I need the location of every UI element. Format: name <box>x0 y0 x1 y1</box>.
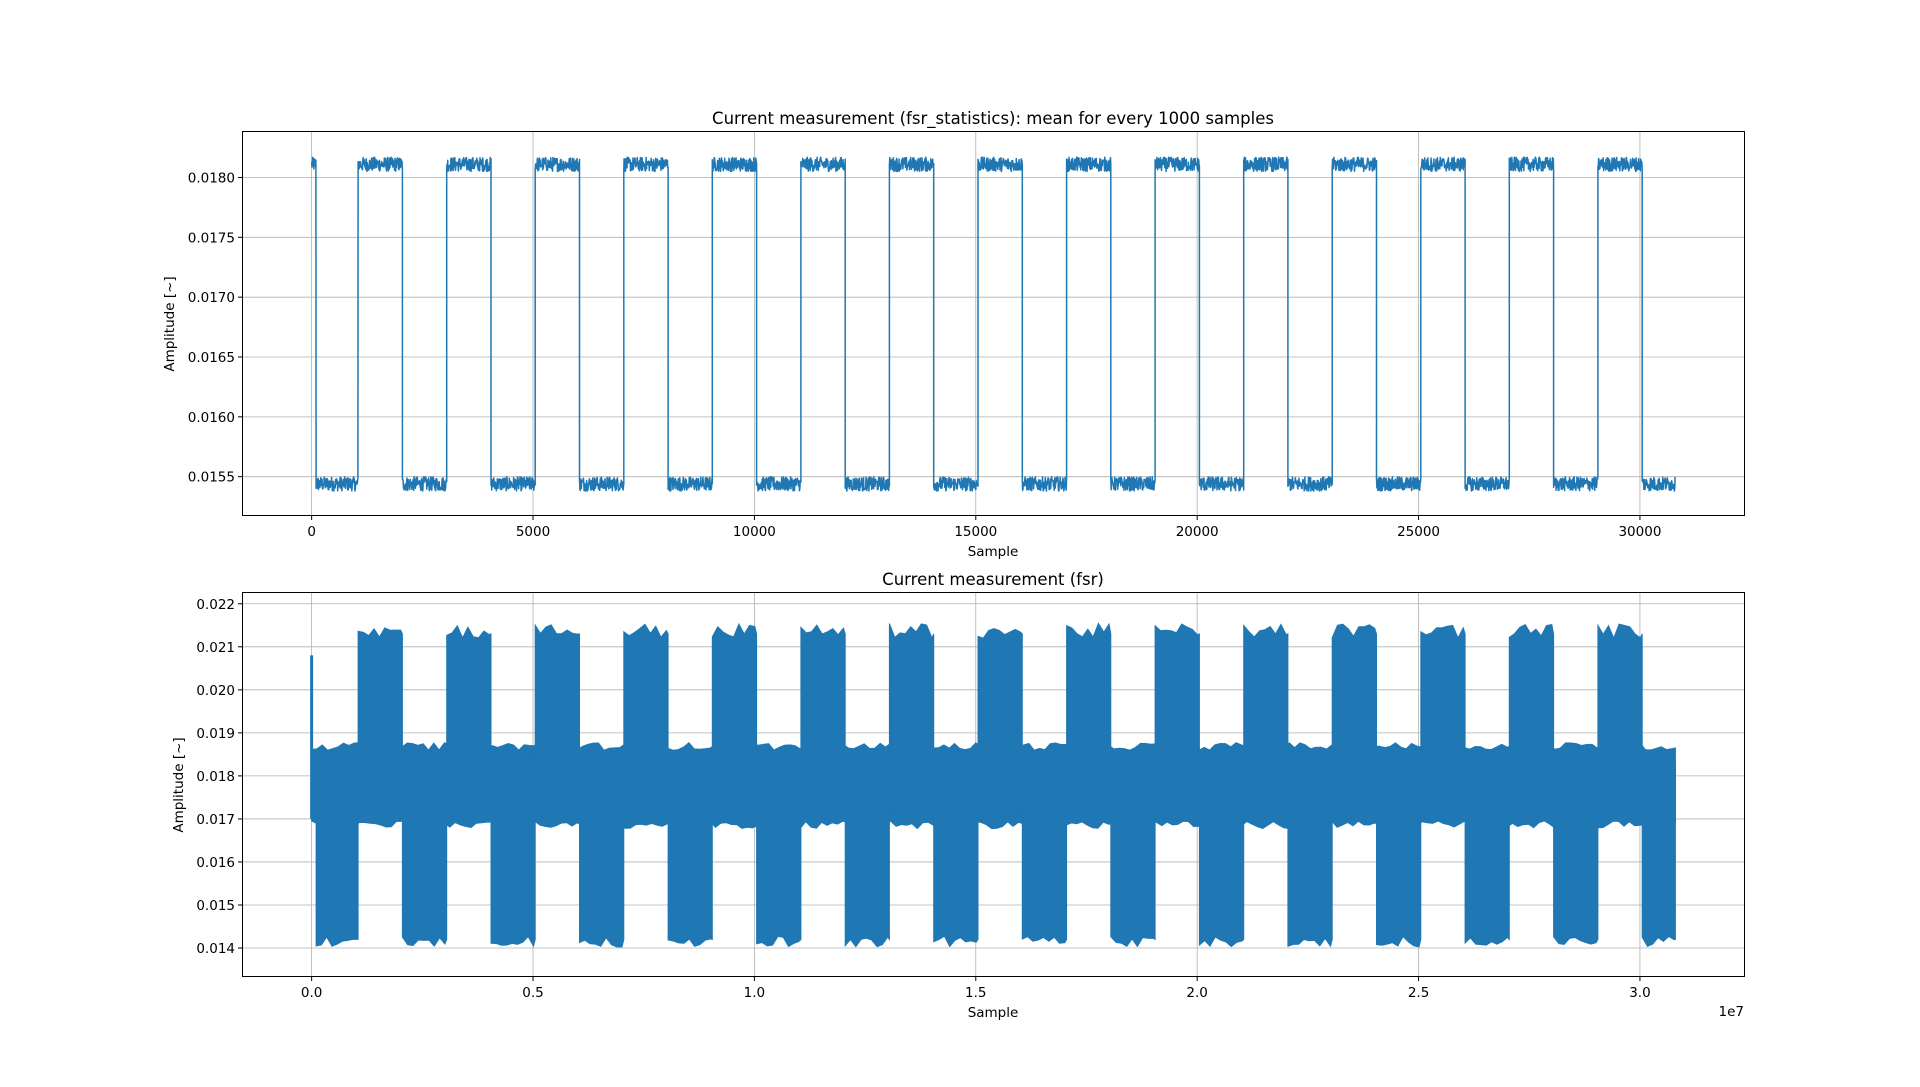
chart-bottom-lower-burst <box>1641 754 1676 948</box>
chart-bottom-lower-burst <box>315 753 359 947</box>
chart-bottom-lower-burst <box>667 753 713 947</box>
chart-top-x-ticks: 0 5000 10000 15000 20000 25000 30000 <box>307 515 1661 540</box>
chart-bottom-x-tick-label: 0.5 <box>522 985 543 1001</box>
chart-bottom-upper-burst <box>711 622 758 820</box>
chart-bottom-y-tick-label: 0.021 <box>196 640 235 656</box>
chart-top-y-tick-label: 0.0175 <box>188 230 235 246</box>
chart-bottom-upper-burst <box>888 623 935 821</box>
chart-top-grid <box>243 132 1744 515</box>
chart-bottom-y-tick-label: 0.022 <box>196 597 235 613</box>
chart-bottom-upper-burst <box>446 624 492 822</box>
chart-bottom-upper-burst <box>800 624 846 821</box>
chart-bottom-title: Current measurement (fsr) <box>882 570 1104 589</box>
chart-bottom-lower-burst <box>1198 753 1245 948</box>
chart-bottom-upper-burst <box>1066 622 1112 819</box>
chart-bottom-x-tick-label: 0.0 <box>301 985 322 1001</box>
chart-bottom-upper-burst <box>1508 624 1555 821</box>
chart-bottom-y-tick-label: 0.019 <box>196 726 235 742</box>
chart-top-frame <box>242 131 1745 516</box>
chart-bottom-lower-burst <box>1110 753 1156 948</box>
chart-bottom-x-axis-label: Sample <box>968 1005 1019 1021</box>
chart-top-y-tick-label: 0.0180 <box>188 170 235 186</box>
chart-bottom-y-tick-label: 0.018 <box>196 769 235 785</box>
chart-top-x-tick-label: 30000 <box>1618 524 1661 540</box>
chart-bottom-lower-burst <box>844 752 890 948</box>
chart-bottom-y-tick-label: 0.020 <box>196 683 235 699</box>
chart-top-x-tick-label: 20000 <box>1176 524 1219 540</box>
chart-bottom-upper-burst <box>1420 624 1466 819</box>
chart-top: Current measurement (fsr_statistics): me… <box>162 109 1745 560</box>
chart-bottom-series <box>310 622 1676 948</box>
chart-bottom-y-tick-label: 0.017 <box>196 812 235 828</box>
chart-bottom-upper-burst <box>357 627 403 822</box>
chart-bottom-y-tick-label: 0.014 <box>196 941 235 957</box>
chart-bottom-lower-burst <box>1287 752 1333 948</box>
chart-top-x-tick-label: 0 <box>307 524 316 540</box>
chart-bottom-x-tick-label: 1.5 <box>965 985 986 1001</box>
chart-bottom-lower-burst <box>1553 753 1599 945</box>
chart-top-x-axis-label: Sample <box>968 544 1019 560</box>
chart-bottom-frame <box>242 592 1745 977</box>
chart-bottom-lower-burst <box>756 754 802 948</box>
chart-top-x-tick-label: 15000 <box>954 524 997 540</box>
chart-bottom-x-tick-label: 3.0 <box>1629 985 1650 1001</box>
chart-top-y-tick-label: 0.0170 <box>188 290 235 306</box>
chart-bottom-upper-burst <box>1154 623 1200 821</box>
chart-top-series <box>310 156 1676 492</box>
chart-bottom-lower-burst <box>1021 752 1068 944</box>
chart-bottom-lower-burst <box>1464 752 1510 946</box>
chart-bottom-upper-burst <box>534 623 580 822</box>
chart-bottom-lower-burst <box>933 752 979 948</box>
chart-bottom-x-ticks: 0.0 0.5 1.0 1.5 2.0 2.5 3.0 <box>301 976 1651 1001</box>
chart-top-x-tick-label: 10000 <box>733 524 776 540</box>
chart-bottom-y-tick-label: 0.016 <box>196 855 235 871</box>
chart-bottom-upper-burst <box>1597 623 1643 819</box>
chart-top-title: Current measurement (fsr_statistics): me… <box>712 109 1274 129</box>
chart-top-y-ticks: 0.0155 0.0160 0.0165 0.0170 0.0175 0.0180 <box>188 170 243 486</box>
chart-top-y-tick-label: 0.0165 <box>188 350 235 366</box>
chart-bottom-upper-burst <box>1331 623 1377 821</box>
chart-bottom-upper-burst <box>623 623 669 820</box>
chart-bottom-y-axis-label: Amplitude [~] <box>171 737 187 832</box>
chart-bottom-upper-burst <box>1243 623 1289 823</box>
chart-top-y-axis-label: Amplitude [~] <box>162 276 178 371</box>
chart-bottom-x-offset-label: 1e7 <box>1719 1004 1744 1020</box>
chart-bottom-lower-burst <box>401 753 448 947</box>
chart-bottom-upper-burst <box>977 628 1023 821</box>
chart-bottom-x-tick-label: 2.5 <box>1408 985 1429 1001</box>
chart-bottom-x-tick-label: 1.0 <box>744 985 765 1001</box>
chart-top-y-tick-label: 0.0160 <box>188 410 235 426</box>
chart-bottom-y-ticks: 0.014 0.015 0.016 0.017 0.018 0.019 0.020 0.021… <box>196 597 243 957</box>
chart-top-x-tick-label: 5000 <box>516 524 550 540</box>
chart-top-x-tick-label: 25000 <box>1397 524 1440 540</box>
chart-bottom-y-tick-label: 0.015 <box>196 898 235 914</box>
chart-bottom-lower-burst <box>579 755 625 948</box>
chart-bottom-lower-burst <box>1376 753 1422 948</box>
chart-bottom-x-tick-label: 2.0 <box>1186 985 1207 1001</box>
chart-top-y-tick-label: 0.0155 <box>188 470 235 486</box>
chart-top-series-line <box>310 156 1676 492</box>
chart-bottom: Current measurement (fsr) 0.0 0.5 1.0 1.5 2.… <box>171 570 1745 1021</box>
chart-bottom-lower-burst <box>490 753 536 948</box>
